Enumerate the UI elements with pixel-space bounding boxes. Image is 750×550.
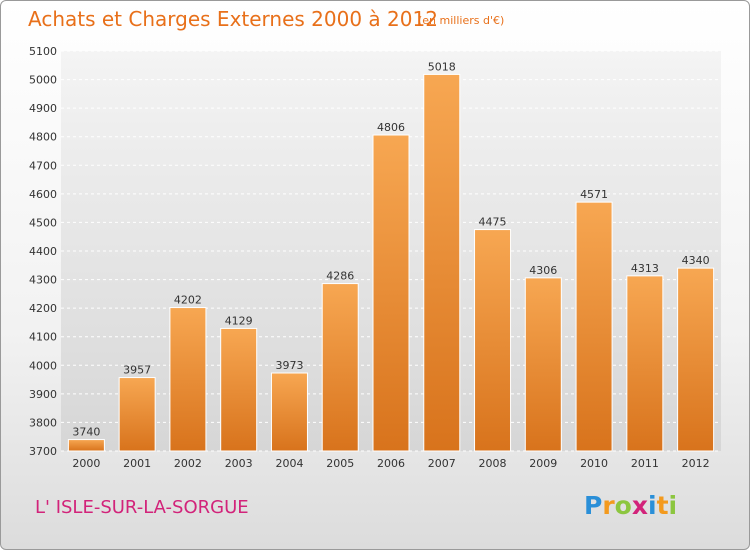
x-tick-label: 2009 (529, 457, 557, 470)
data-label: 4340 (682, 254, 710, 267)
logo-letter: o (614, 491, 632, 520)
y-tick-label: 3800 (29, 416, 57, 429)
bar-2006 (372, 134, 410, 452)
y-tick-label: 4200 (29, 302, 57, 315)
y-tick-label: 3900 (29, 388, 57, 401)
logo-letter: i (648, 491, 657, 520)
chart-title: Achats et Charges Externes 2000 à 2012 (28, 7, 438, 31)
bar-2012 (677, 267, 715, 452)
bar-2010 (575, 201, 613, 452)
data-label: 4313 (631, 262, 659, 275)
data-labels: 3740 3957 4202 4129 3973 4286 4806 5018 4475 4306… (72, 60, 709, 438)
bar-2000 (67, 439, 105, 452)
data-label: 4286 (326, 270, 354, 283)
data-label: 4202 (174, 294, 202, 307)
bar-2009 (524, 277, 562, 452)
proxiti-logo: Proxiti (584, 491, 677, 520)
y-tick-label: 3700 (29, 445, 57, 458)
x-tick-label: 2008 (479, 457, 507, 470)
bar-2011 (626, 275, 664, 452)
x-tick-label: 2001 (123, 457, 151, 470)
bar-2002 (169, 307, 207, 452)
x-tick-label: 2011 (631, 457, 659, 470)
bar-2007 (423, 73, 461, 452)
logo-letter: i (668, 491, 678, 520)
data-label: 4306 (529, 264, 557, 277)
bars (67, 73, 715, 452)
bar-2003 (220, 327, 258, 452)
x-tick-label: 2012 (682, 457, 710, 470)
y-tick-label: 4000 (29, 359, 57, 372)
y-tick-label: 4400 (29, 245, 57, 258)
y-tick-label: 4300 (29, 274, 57, 287)
y-tick-label: 4100 (29, 331, 57, 344)
x-tick-label: 2010 (580, 457, 608, 470)
data-label: 4129 (225, 314, 253, 327)
data-label: 4571 (580, 188, 608, 201)
x-tick-label: 2000 (72, 457, 100, 470)
logo-letter: P (584, 491, 603, 520)
y-tick-label: 4500 (29, 216, 57, 229)
data-label: 4806 (377, 121, 405, 134)
logo-letter: r (602, 491, 615, 520)
y-tick-label: 5000 (29, 74, 57, 87)
y-tick-label: 4800 (29, 131, 57, 144)
bar-2004 (270, 372, 308, 452)
y-tick-label: 4900 (29, 102, 57, 115)
bar-2008 (474, 229, 512, 452)
logo-letter: t (656, 491, 669, 520)
y-tick-label: 4600 (29, 188, 57, 201)
logo-letter: x (631, 491, 648, 520)
data-label: 4475 (479, 216, 507, 229)
data-label: 3973 (275, 359, 303, 372)
x-tick-label: 2005 (326, 457, 354, 470)
x-tick-label: 2006 (377, 457, 405, 470)
x-axis-labels: 2000 2001 2002 2003 2004 2005 2006 2007 2008 2009… (72, 457, 709, 470)
x-tick-label: 2007 (428, 457, 456, 470)
chart-subtitle: (en milliers d'€) (418, 14, 505, 27)
data-label: 5018 (428, 60, 456, 73)
commune-name: L' ISLE-SUR-LA-SORGUE (35, 497, 249, 518)
x-tick-label: 2003 (225, 457, 253, 470)
bar-2001 (118, 377, 156, 452)
x-tick-label: 2004 (275, 457, 303, 470)
x-tick-label: 2002 (174, 457, 202, 470)
data-label: 3740 (72, 426, 100, 439)
y-tick-label: 5100 (29, 45, 57, 58)
y-tick-label: 4700 (29, 159, 57, 172)
bar-2005 (321, 283, 359, 452)
y-axis-labels: 3700 3800 3900 4000 4100 4200 4300 4400 4500 4600… (29, 45, 57, 458)
data-label: 3957 (123, 364, 151, 377)
